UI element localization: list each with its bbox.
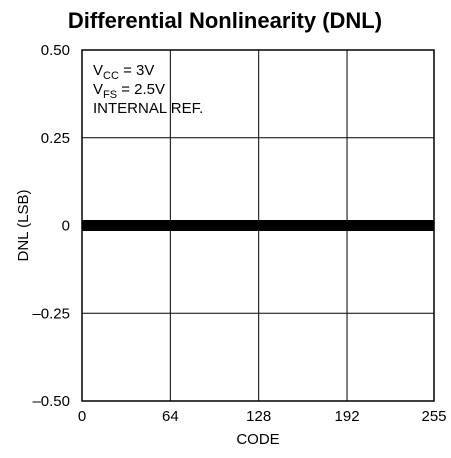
x-axis-ticks: 0 64 128 192 255	[78, 408, 447, 425]
x-tick-label: 192	[335, 408, 360, 425]
y-tick-label: 0.50	[41, 42, 70, 59]
plot-frame	[81, 49, 435, 402]
dnl-series	[81, 219, 435, 232]
annotation-line: INTERNAL REF.	[93, 100, 203, 117]
y-axis-ticks: 0.50 0.25 0 –0.25 –0.50	[32, 42, 70, 410]
y-tick-label: –0.25	[32, 305, 70, 322]
chart-title: Differential Nonlinearity (DNL)	[68, 8, 382, 33]
annotation-line: VFS = 2.5V	[93, 81, 165, 101]
x-tick-label: 128	[246, 408, 271, 425]
x-tick-label: 64	[162, 408, 179, 425]
y-tick-label: 0	[62, 218, 70, 235]
x-tick-label: 255	[421, 408, 446, 425]
y-tick-label: 0.25	[41, 130, 70, 147]
annotation-line: VCC = 3V	[93, 62, 154, 82]
x-axis-label: CODE	[236, 431, 279, 448]
dnl-band	[82, 219, 434, 232]
y-tick-label: –0.50	[32, 393, 70, 410]
x-tick-label: 0	[78, 408, 86, 425]
y-axis-label: DNL (LSB)	[15, 190, 32, 262]
